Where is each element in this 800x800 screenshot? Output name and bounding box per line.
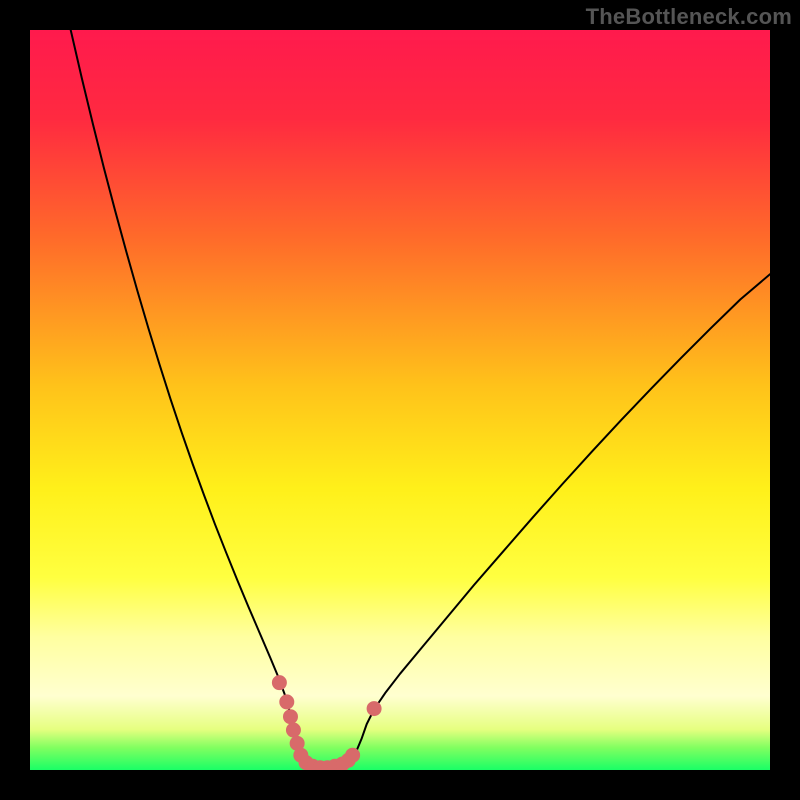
data-marker	[346, 748, 360, 762]
data-marker	[283, 710, 297, 724]
data-marker	[286, 723, 300, 737]
data-marker	[280, 695, 294, 709]
chart-container: TheBottleneck.com	[0, 0, 800, 800]
data-marker	[367, 702, 381, 716]
data-marker	[272, 676, 286, 690]
chart-svg	[0, 0, 800, 800]
watermark-text: TheBottleneck.com	[586, 4, 792, 30]
plot-background	[30, 30, 770, 770]
